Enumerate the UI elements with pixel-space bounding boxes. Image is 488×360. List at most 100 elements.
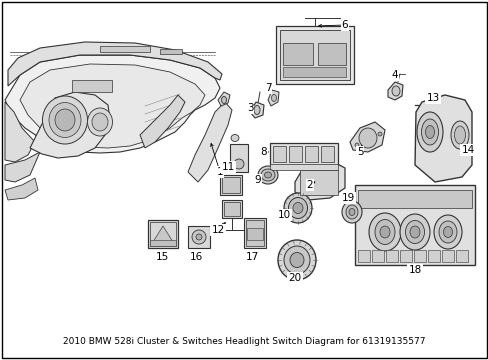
Bar	[222, 200, 242, 218]
Text: 16: 16	[189, 252, 202, 262]
Text: 5: 5	[356, 147, 363, 157]
Ellipse shape	[258, 166, 278, 184]
Bar	[272, 146, 285, 162]
Bar	[222, 177, 240, 193]
Text: 8: 8	[260, 147, 267, 157]
Bar	[305, 146, 317, 162]
Bar	[320, 146, 333, 162]
Ellipse shape	[358, 128, 376, 148]
Text: 6: 6	[341, 20, 347, 30]
Bar	[317, 43, 346, 65]
Bar	[357, 190, 471, 208]
Polygon shape	[414, 95, 471, 182]
Bar	[224, 202, 240, 216]
Bar	[399, 250, 411, 262]
Ellipse shape	[284, 193, 311, 223]
Ellipse shape	[399, 214, 429, 250]
Ellipse shape	[289, 252, 304, 267]
Bar	[441, 250, 453, 262]
Bar	[269, 164, 337, 170]
Ellipse shape	[341, 201, 361, 223]
Bar	[427, 250, 439, 262]
Bar	[160, 49, 182, 54]
Ellipse shape	[271, 94, 276, 102]
Bar	[269, 143, 337, 165]
Ellipse shape	[288, 198, 307, 219]
Bar	[100, 46, 150, 52]
Ellipse shape	[87, 108, 112, 136]
Ellipse shape	[261, 169, 274, 181]
Ellipse shape	[391, 86, 399, 96]
Ellipse shape	[234, 159, 244, 169]
Ellipse shape	[55, 109, 75, 131]
Bar	[288, 146, 302, 162]
Bar	[244, 218, 265, 248]
Ellipse shape	[230, 135, 239, 141]
Bar	[455, 250, 467, 262]
Text: 1: 1	[216, 167, 223, 177]
Ellipse shape	[425, 126, 434, 139]
Ellipse shape	[292, 202, 303, 213]
Bar	[354, 185, 474, 265]
Ellipse shape	[253, 105, 260, 114]
Ellipse shape	[433, 215, 461, 249]
Ellipse shape	[421, 119, 438, 145]
Ellipse shape	[92, 113, 108, 131]
Ellipse shape	[416, 112, 442, 152]
Ellipse shape	[438, 221, 456, 243]
Text: 3: 3	[246, 103, 253, 113]
Bar	[385, 250, 397, 262]
Polygon shape	[30, 92, 110, 158]
Text: 4: 4	[391, 70, 398, 80]
Ellipse shape	[405, 220, 424, 243]
Bar	[413, 250, 425, 262]
Ellipse shape	[443, 226, 451, 238]
Polygon shape	[5, 178, 38, 200]
Polygon shape	[218, 92, 229, 106]
Bar	[72, 80, 112, 92]
Bar	[187, 226, 209, 248]
Polygon shape	[140, 95, 184, 148]
Ellipse shape	[42, 96, 87, 144]
Ellipse shape	[196, 234, 202, 240]
Bar	[283, 67, 346, 77]
Text: 11: 11	[221, 162, 234, 172]
Polygon shape	[294, 160, 345, 200]
Bar	[150, 240, 176, 246]
Polygon shape	[20, 64, 204, 148]
Ellipse shape	[453, 126, 465, 144]
Bar	[246, 228, 263, 240]
Bar	[371, 250, 383, 262]
Bar	[245, 220, 264, 246]
Polygon shape	[5, 55, 220, 153]
Bar	[229, 144, 247, 172]
Text: 10: 10	[277, 210, 290, 220]
Text: 2: 2	[306, 180, 313, 190]
Bar	[220, 175, 242, 195]
Ellipse shape	[278, 240, 315, 280]
Text: 19: 19	[341, 193, 354, 203]
Ellipse shape	[346, 205, 357, 219]
Text: 14: 14	[461, 145, 474, 155]
Polygon shape	[5, 102, 35, 162]
Bar	[283, 43, 312, 65]
Ellipse shape	[450, 121, 468, 149]
Polygon shape	[5, 152, 40, 182]
Bar	[280, 30, 349, 80]
Polygon shape	[267, 90, 279, 106]
Ellipse shape	[264, 172, 271, 178]
Ellipse shape	[354, 143, 358, 147]
Text: 2010 BMW 528i Cluster & Switches Headlight Switch Diagram for 61319135577: 2010 BMW 528i Cluster & Switches Headlig…	[62, 338, 425, 346]
Ellipse shape	[409, 226, 419, 238]
Text: 12: 12	[211, 225, 224, 235]
Ellipse shape	[49, 103, 81, 138]
Polygon shape	[249, 102, 264, 118]
Text: 13: 13	[426, 93, 439, 103]
Text: 7: 7	[264, 83, 271, 93]
Ellipse shape	[348, 208, 354, 216]
Ellipse shape	[374, 220, 394, 244]
Bar	[299, 170, 337, 195]
Text: 20: 20	[288, 273, 301, 283]
Polygon shape	[8, 42, 222, 86]
Bar	[275, 26, 353, 84]
